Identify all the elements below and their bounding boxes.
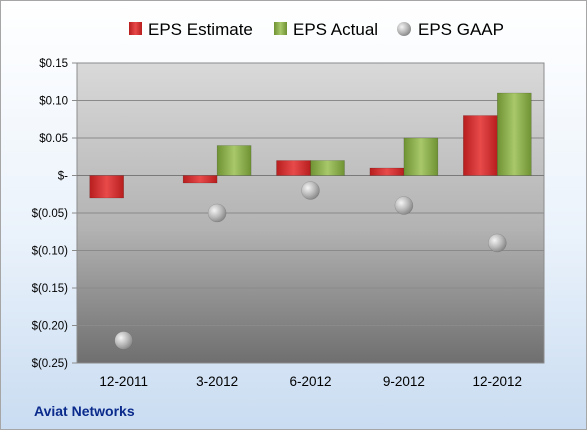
y-tick-label: $0.15 [39, 58, 68, 70]
legend-item-actual: EPS Actual [274, 20, 378, 39]
x-tick-label: 12-2012 [473, 374, 523, 389]
point-gaap [488, 233, 507, 253]
bar-actual [403, 137, 439, 176]
point-gaap [207, 203, 227, 223]
legend: EPS Estimate EPS Actual EPS GAAP [129, 20, 504, 39]
legend-swatch-actual [274, 22, 287, 35]
x-tick-label: 9-2012 [383, 374, 425, 389]
legend-item-estimate: EPS Estimate [129, 20, 253, 39]
bar-actual [497, 92, 532, 176]
y-tick-label: $(0.25) [32, 358, 69, 370]
company-name: Aviat Networks [34, 403, 135, 419]
point-gaap [114, 331, 133, 350]
x-tick-label: 12-2011 [99, 374, 148, 389]
bar-estimate [463, 115, 498, 176]
bar-estimate [369, 167, 405, 176]
legend-item-gaap: EPS GAAP [397, 20, 504, 39]
y-tick-label: $- [58, 171, 68, 183]
y-axis-ticks: $0.15 $0.10 $0.05 $- $(0.05) $(0.10) $(0.15) $(… [32, 58, 77, 370]
legend-label-actual: EPS Actual [293, 20, 378, 39]
bar-actual [310, 160, 345, 176]
point-gaap [301, 181, 320, 200]
bar-actual [216, 145, 252, 176]
bar-estimate [89, 175, 124, 199]
y-tick-label: $(0.05) [32, 208, 69, 220]
x-tick-label: 6-2012 [289, 374, 331, 389]
point-gaap [394, 196, 414, 215]
y-tick-label: $(0.15) [32, 283, 69, 295]
legend-label-estimate: EPS Estimate [148, 20, 253, 39]
legend-swatch-gaap [397, 22, 411, 36]
x-tick-label: 3-2012 [196, 374, 238, 389]
x-axis-ticks: 12-2011 3-2012 6-2012 9-2012 12-2012 [99, 374, 522, 389]
y-tick-label: $0.05 [39, 133, 68, 145]
y-tick-label: $(0.20) [32, 321, 69, 333]
y-tick-label: $0.10 [39, 96, 68, 108]
legend-label-gaap: EPS GAAP [418, 20, 504, 39]
gaap-points [114, 181, 507, 350]
legend-swatch-estimate [129, 22, 142, 35]
bar-estimate [182, 175, 218, 184]
bars [89, 92, 532, 199]
y-tick-label: $(0.10) [32, 246, 69, 258]
bar-estimate [276, 160, 311, 176]
